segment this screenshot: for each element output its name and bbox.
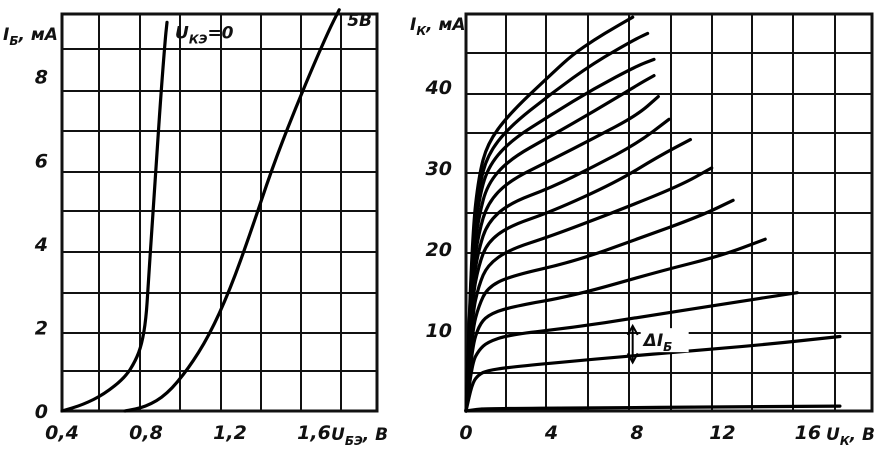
x-tick-label: 0,8 [129,422,163,444]
y-tick-label: 8 [35,67,48,89]
annotation-backdrop [640,328,689,353]
x-tick-label: 12 [709,422,735,444]
y-tick-label: 20 [426,239,452,261]
arrow-down-icon [626,352,639,365]
x-tick-label: 1,6 [297,422,331,444]
series-line [464,15,635,413]
x-axis-label: UК, В [826,425,875,448]
series-line [464,57,656,413]
delta-ib-annotation: ΔIБ [642,331,673,354]
y-tick-label: 6 [35,150,48,172]
x-axis-label: UБЭ, В [331,425,388,448]
y-tick-label: 4 [34,234,48,256]
y-axis-label: IБ, мА [3,25,58,48]
series-line [464,334,842,413]
series-line [60,20,169,413]
y-tick-label: 10 [426,320,452,342]
x-tick-label: 1,2 [213,422,247,444]
y-tick-label: 40 [425,77,452,99]
y-tick-label: 0 [35,401,48,423]
series-label: 5В [347,11,372,31]
series-line [464,237,767,413]
series-line [464,291,799,413]
x-tick-label: 4 [544,422,558,444]
series-line [464,31,650,413]
x-tick-label: 16 [795,422,821,444]
x-tick-label: 0 [459,422,472,444]
y-axis-label: IК, мА [410,15,466,38]
series-line [123,8,341,413]
series-line [464,404,842,413]
output-characteristic-chart: 0 4 8 12 16 10 20 30 40 IК, мА UК, В ΔIБ [410,12,875,448]
x-tick-label: 8 [630,422,643,444]
y-tick-label: 2 [35,317,48,339]
input-characteristic-chart: 0,4 0,8 1,2 1,6 0 2 4 6 8 IБ, мА UБЭ, В UКЭ=0 5В [3,8,388,448]
plot-frame [60,12,379,413]
series-label: UКЭ=0 [175,23,234,46]
series-line [464,138,692,413]
series-line [464,117,671,413]
arrow-up-icon [626,323,639,336]
y-tick-label: 30 [426,158,452,180]
plot-frame [464,12,874,413]
x-tick-label: 0,4 [45,422,79,444]
